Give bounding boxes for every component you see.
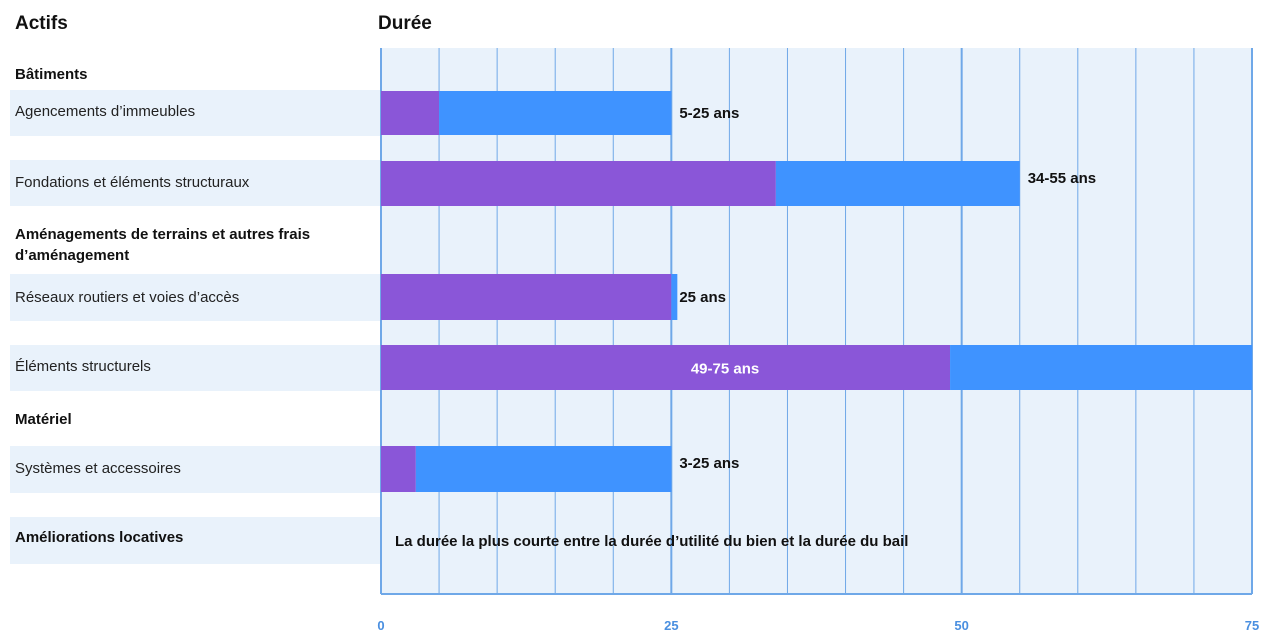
row-label: Agencements d’immeubles [15, 103, 196, 120]
bar-data-label: 49-75 ans [691, 361, 759, 378]
bar-range-segment [415, 446, 672, 492]
bar-data-label: 25 ans [679, 289, 726, 306]
row-label: Réseaux routiers et voies d’accès [15, 289, 240, 306]
leasehold-note: La durée la plus courte entre la durée d… [395, 533, 909, 550]
bar-min-segment [381, 446, 416, 492]
x-tick-label: 50 [954, 618, 968, 632]
bar-data-label: 3-25 ans [679, 455, 739, 472]
x-tick-label: 0 [377, 618, 384, 632]
row-label: Systèmes et accessoires [15, 460, 181, 477]
bar-min-segment [381, 345, 951, 390]
bar-data-label: 34-55 ans [1028, 170, 1096, 187]
duration-header: Durée [378, 13, 432, 34]
bar-range-segment [950, 345, 1252, 390]
bar-data-label: 5-25 ans [679, 105, 739, 122]
bar-range-segment [671, 274, 678, 320]
bar-min-segment [381, 161, 776, 206]
assets-header: Actifs [15, 13, 68, 34]
category-buildings: Bâtiments [15, 66, 88, 83]
category-equipment: Matériel [15, 411, 72, 428]
x-tick-label: 25 [664, 618, 678, 632]
row-label: Fondations et éléments structuraux [15, 174, 250, 191]
plot-background [381, 48, 1252, 594]
bar-range-segment [775, 161, 1020, 206]
x-tick-label: 75 [1245, 618, 1259, 632]
row-label: Éléments structurels [15, 358, 151, 375]
category-leasehold: Améliorations locatives [15, 529, 184, 546]
bar-min-segment [381, 274, 672, 320]
category-land: Aménagements de terrains et autres frais… [15, 226, 311, 264]
bar-min-segment [381, 91, 440, 135]
bar-range-segment [439, 91, 672, 135]
